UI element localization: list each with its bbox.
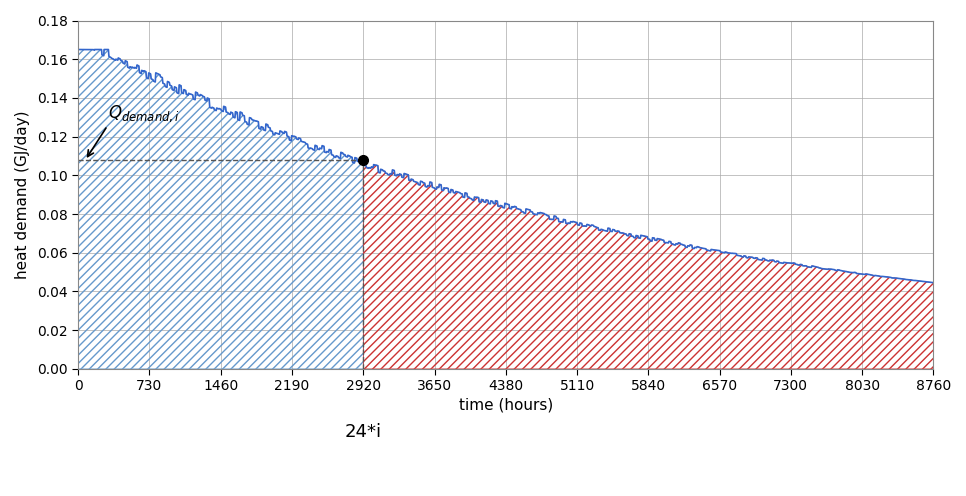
Text: 24*i: 24*i (345, 423, 382, 441)
Text: $Q_{demand,i}$: $Q_{demand,i}$ (108, 103, 181, 124)
Y-axis label: heat demand (GJ/day): heat demand (GJ/day) (15, 111, 30, 279)
X-axis label: time (hours): time (hours) (459, 397, 553, 413)
